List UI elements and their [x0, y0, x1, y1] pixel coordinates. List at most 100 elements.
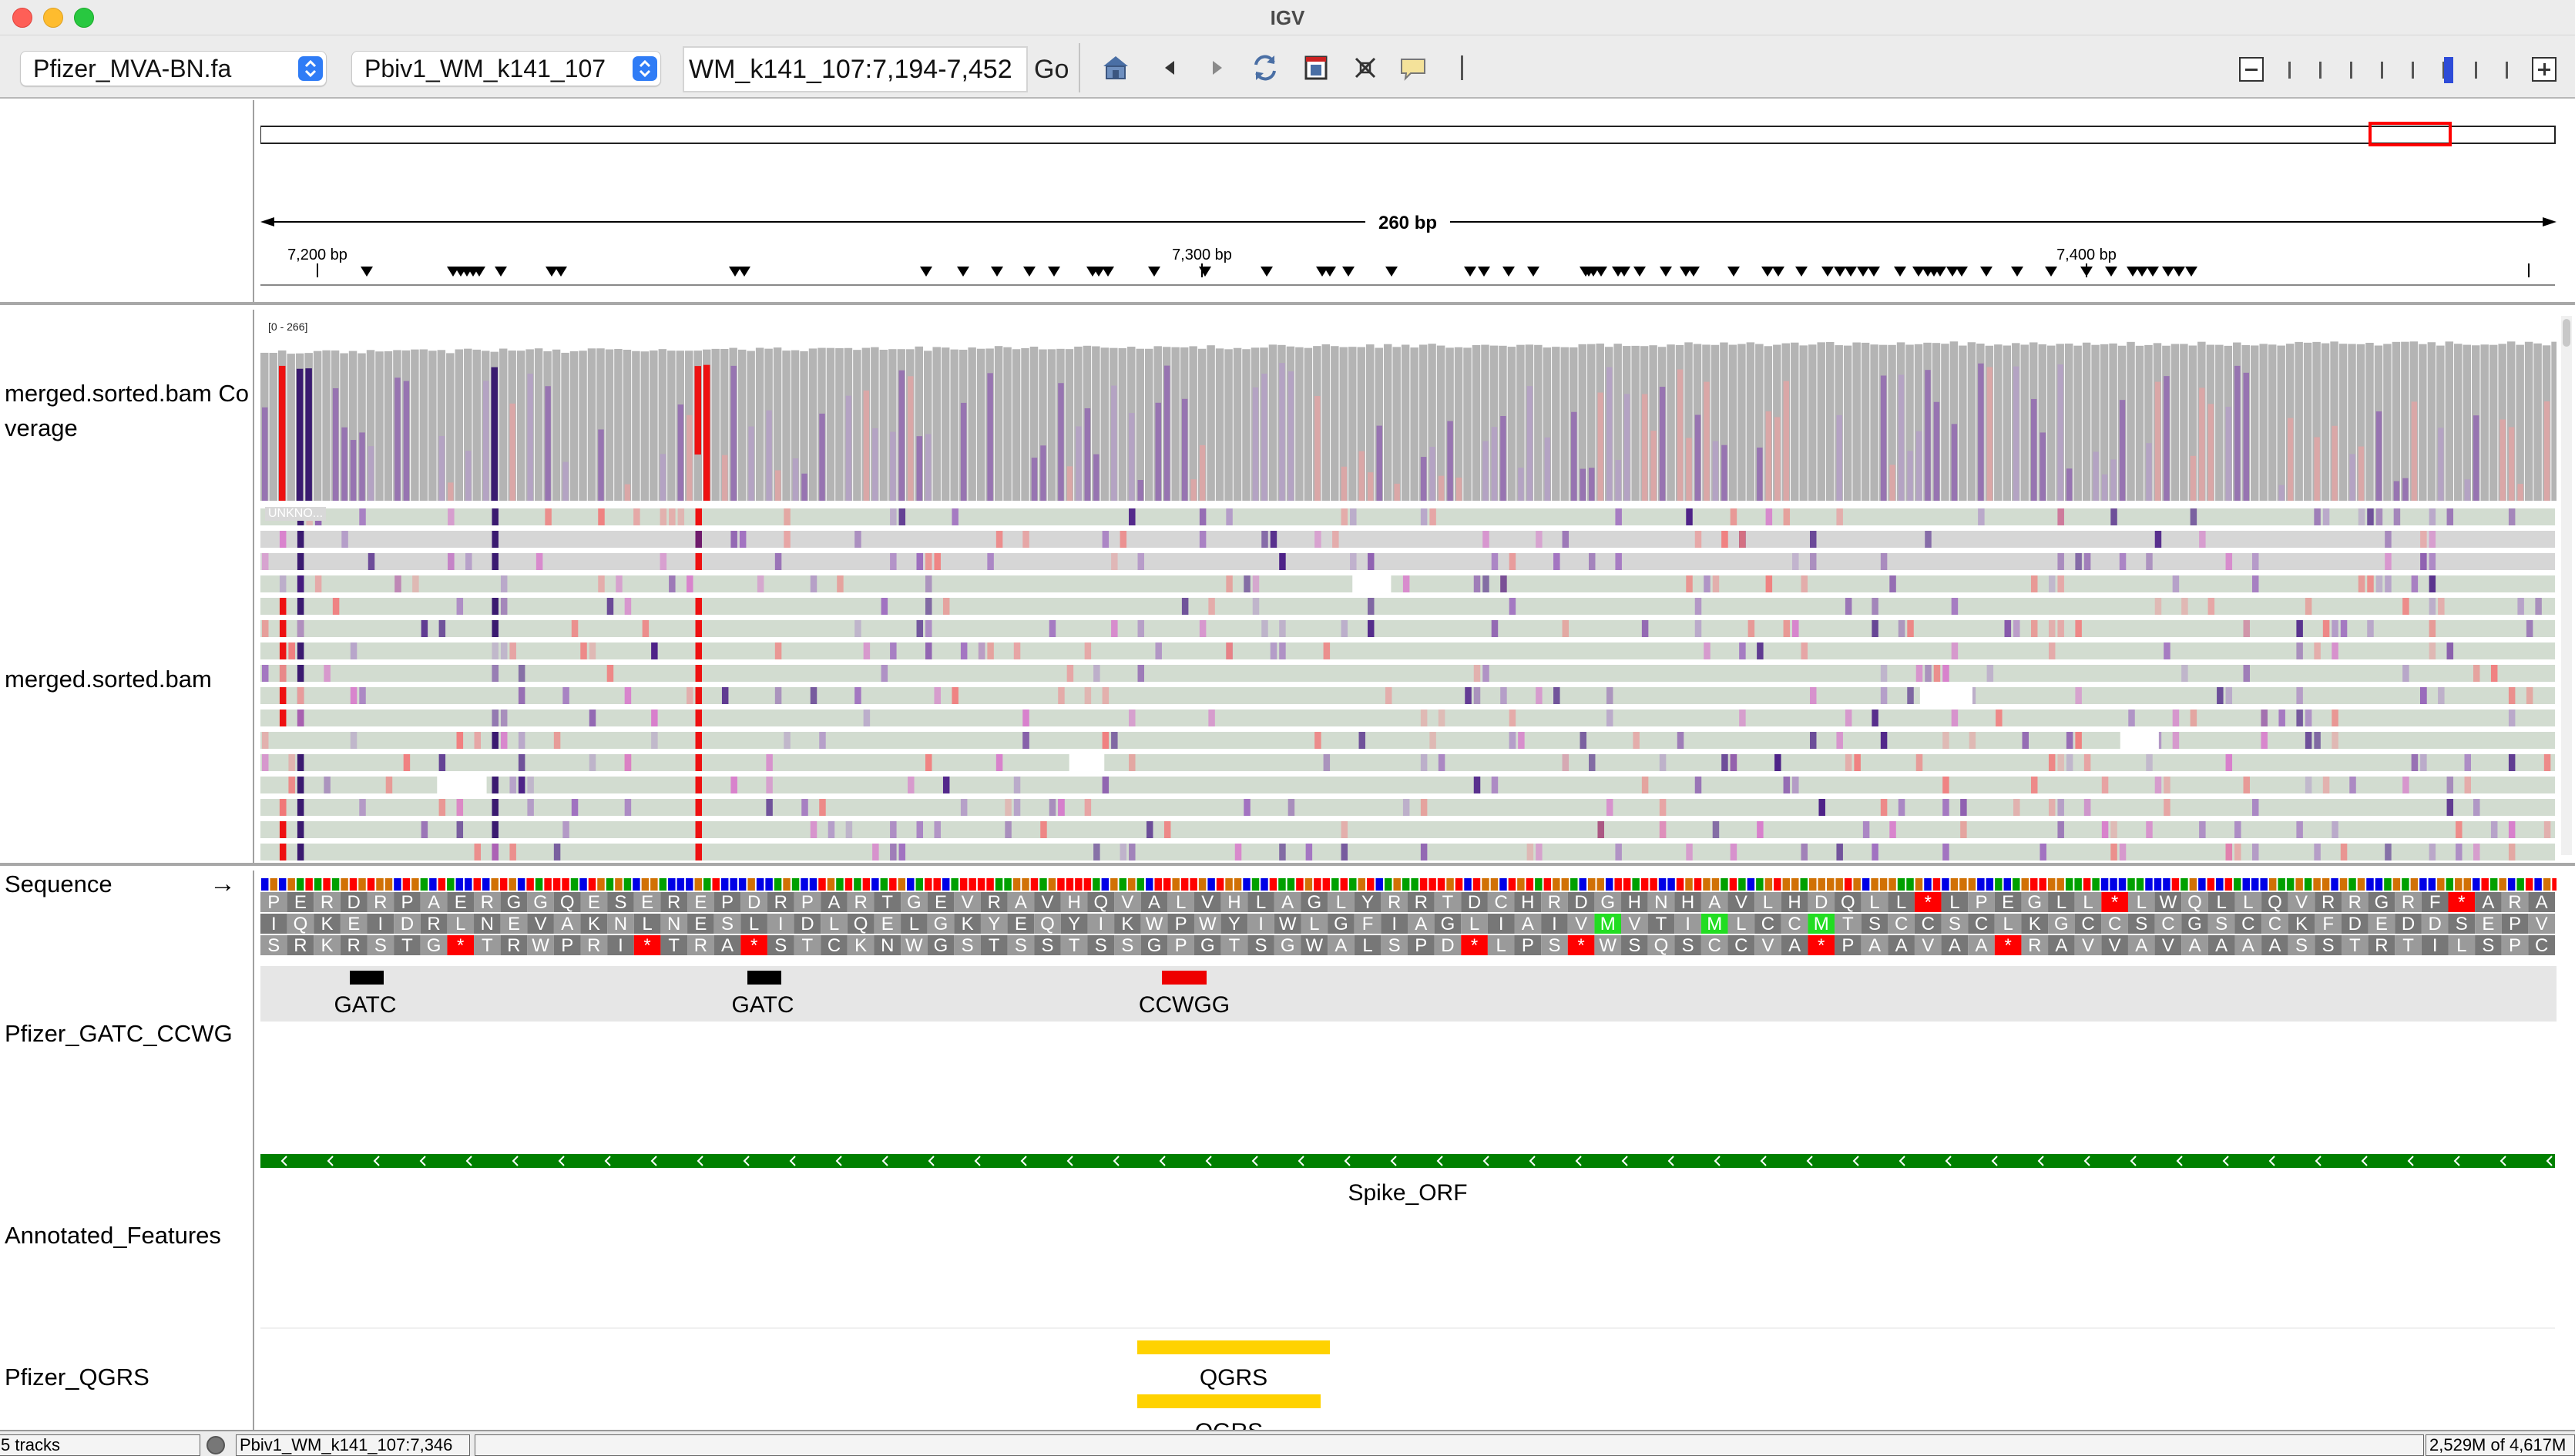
codon-letter: L — [1469, 914, 1479, 934]
zoom-level-tick[interactable] — [2442, 62, 2445, 79]
aligned-read[interactable] — [260, 777, 2555, 793]
sequence-track-name[interactable]: Sequence — [5, 871, 112, 897]
aligned-read[interactable] — [260, 531, 2555, 548]
mismatch-base — [1208, 710, 1215, 726]
codon-letter: V — [535, 914, 547, 934]
coverage-mismatch-bar — [2543, 401, 2550, 501]
zoom-window-button[interactable] — [74, 8, 94, 28]
mismatch-base — [1120, 531, 1127, 548]
aligned-read[interactable] — [260, 754, 2555, 771]
codon-letter: R — [321, 892, 334, 913]
aligned-read[interactable] — [260, 732, 2555, 749]
back-arrow-icon[interactable] — [1154, 52, 1185, 83]
home-icon[interactable] — [1100, 52, 1131, 83]
zoom-out-icon[interactable] — [2239, 57, 2264, 82]
codon-cell — [633, 892, 661, 912]
codon-cell — [340, 935, 368, 955]
mismatch-base — [1509, 553, 1516, 570]
zoom-level-tick[interactable] — [2288, 62, 2291, 79]
mismatch-base — [2154, 598, 2162, 615]
sequence-base — [2410, 878, 2419, 891]
coverage-bar — [2338, 344, 2348, 501]
motif-label: GATC — [334, 992, 396, 1018]
annotation-track-name[interactable]: Annotated_Features — [5, 1222, 221, 1249]
sequence-base — [367, 878, 375, 891]
resize-to-window-icon[interactable] — [1301, 52, 1331, 83]
close-window-button[interactable] — [12, 8, 32, 28]
locus-search-input[interactable]: WM_k141_107:7,194-7,452 — [683, 46, 1028, 92]
motif-feature-ccwgg[interactable] — [1162, 971, 1207, 985]
codon-letter: E — [694, 914, 707, 934]
zoom-in-icon[interactable] — [2532, 57, 2557, 82]
aligned-read[interactable] — [260, 687, 2555, 704]
aligned-read[interactable] — [260, 710, 2555, 726]
mismatch-base — [651, 732, 658, 749]
codon-cell — [1328, 892, 1355, 912]
coverage-track[interactable] — [260, 310, 2557, 504]
sequence-base — [552, 878, 561, 891]
refresh-icon[interactable] — [1250, 52, 1281, 83]
sequence-base — [1393, 878, 1401, 891]
sequence-track[interactable] — [261, 878, 2560, 891]
chromosome-ideogram[interactable] — [260, 126, 2556, 144]
qgrs-track-name[interactable]: Pfizer_QGRS — [5, 1364, 149, 1391]
zoom-level-tick[interactable] — [2319, 62, 2322, 79]
coverage-bar — [1578, 344, 1586, 501]
zoom-level-tick[interactable] — [2350, 62, 2352, 79]
sequence-base — [1800, 878, 1808, 891]
mismatch-base — [2083, 754, 2091, 771]
aligned-read[interactable] — [260, 665, 2555, 682]
mismatch-base — [2358, 508, 2365, 525]
qgrs-feature[interactable] — [1137, 1340, 1330, 1354]
aligned-read[interactable] — [260, 598, 2555, 615]
aligned-read[interactable] — [260, 553, 2555, 570]
mismatch-base — [2083, 799, 2091, 816]
coverage-mismatch-bar — [1058, 383, 1064, 501]
chromosome-dropdown[interactable]: Pbiv1_WM_k141_107 — [351, 51, 661, 86]
aligned-read[interactable] — [260, 821, 2555, 838]
motif-track-name[interactable]: Pfizer_GATC_CCWG — [5, 1020, 233, 1047]
coverage-mismatch-bar — [2243, 372, 2249, 501]
aligned-read[interactable] — [260, 642, 2555, 659]
zoom-level-tick[interactable] — [2412, 62, 2414, 79]
motif-feature-gatc[interactable] — [350, 971, 384, 985]
qgrs-feature[interactable] — [1137, 1394, 1321, 1408]
alignment-track-name[interactable]: merged.sorted.bam — [5, 666, 212, 693]
motif-feature-gatc[interactable] — [747, 971, 781, 985]
minimize-window-button[interactable] — [43, 8, 63, 28]
zoom-slider-thumb[interactable] — [2444, 57, 2453, 83]
codon-cell — [1034, 892, 1061, 912]
codon-letter: K — [2295, 914, 2308, 934]
codon-cell — [287, 914, 314, 934]
zoom-level-tick[interactable] — [2506, 62, 2508, 79]
zoom-level-tick[interactable] — [2381, 62, 2383, 79]
forward-arrow-icon[interactable] — [1202, 52, 1233, 83]
zoom-widget[interactable] — [2239, 54, 2563, 85]
data-panel-scroll-thumb[interactable] — [2563, 319, 2570, 347]
go-button[interactable]: Go — [1034, 55, 1069, 84]
alignment-track[interactable] — [260, 504, 2557, 863]
mismatch-base — [695, 821, 702, 838]
mismatch-base — [1350, 553, 1357, 570]
strand-chevron-icon — [1621, 1156, 1628, 1166]
codon-letter: A — [828, 892, 840, 913]
codon-letter: G — [533, 892, 548, 913]
aligned-read[interactable] — [260, 620, 2555, 637]
spike-orf-feature[interactable] — [260, 1154, 2555, 1168]
coverage-track-name[interactable]: merged.sorted.bam Co verage — [5, 380, 250, 441]
region-of-interest-icon[interactable] — [1350, 52, 1381, 83]
strand-arrow-icon[interactable]: → — [210, 869, 236, 898]
popup-text-icon[interactable] — [1398, 52, 1429, 83]
mismatch-base — [925, 575, 932, 592]
coverage-bar — [2170, 344, 2180, 501]
codon-cell — [1381, 935, 1408, 955]
sequence-base — [482, 878, 490, 891]
genome-dropdown[interactable]: Pfizer_MVA-BN.fa — [20, 51, 327, 86]
data-panel-scrollbar[interactable] — [2561, 316, 2572, 855]
mismatch-base — [2296, 642, 2303, 659]
sequence-base — [1402, 878, 1410, 891]
aligned-read[interactable] — [260, 844, 2555, 861]
chromosome-dropdown-value: Pbiv1_WM_k141_107 — [364, 55, 606, 82]
zoom-level-tick[interactable] — [2475, 62, 2477, 79]
restriction-site-icon — [1633, 267, 1646, 277]
